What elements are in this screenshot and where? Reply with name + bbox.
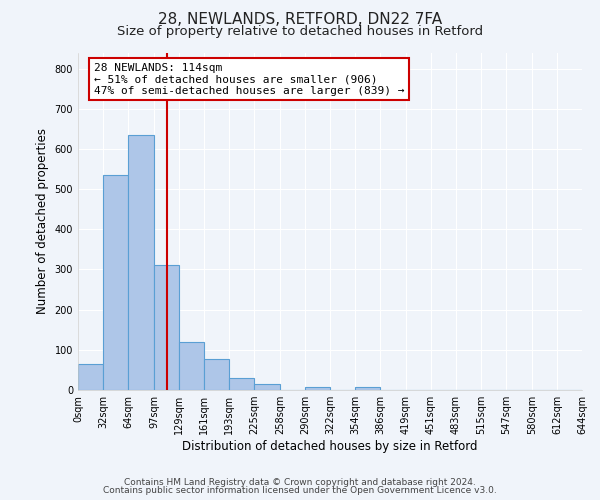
Text: Contains HM Land Registry data © Crown copyright and database right 2024.: Contains HM Land Registry data © Crown c… <box>124 478 476 487</box>
Bar <box>254 384 280 390</box>
Text: Contains public sector information licensed under the Open Government Licence v3: Contains public sector information licen… <box>103 486 497 495</box>
Text: 28 NEWLANDS: 114sqm
← 51% of detached houses are smaller (906)
47% of semi-detac: 28 NEWLANDS: 114sqm ← 51% of detached ho… <box>94 62 404 96</box>
Bar <box>154 264 179 390</box>
X-axis label: Distribution of detached houses by size in Retford: Distribution of detached houses by size … <box>182 440 478 453</box>
Bar <box>103 175 128 390</box>
Bar <box>305 387 330 390</box>
Bar <box>179 342 204 390</box>
Text: 28, NEWLANDS, RETFORD, DN22 7FA: 28, NEWLANDS, RETFORD, DN22 7FA <box>158 12 442 28</box>
Bar <box>229 378 254 390</box>
Text: Size of property relative to detached houses in Retford: Size of property relative to detached ho… <box>117 25 483 38</box>
Bar <box>128 135 154 390</box>
Bar <box>204 360 229 390</box>
Bar <box>355 387 380 390</box>
Bar <box>78 364 103 390</box>
Y-axis label: Number of detached properties: Number of detached properties <box>36 128 49 314</box>
